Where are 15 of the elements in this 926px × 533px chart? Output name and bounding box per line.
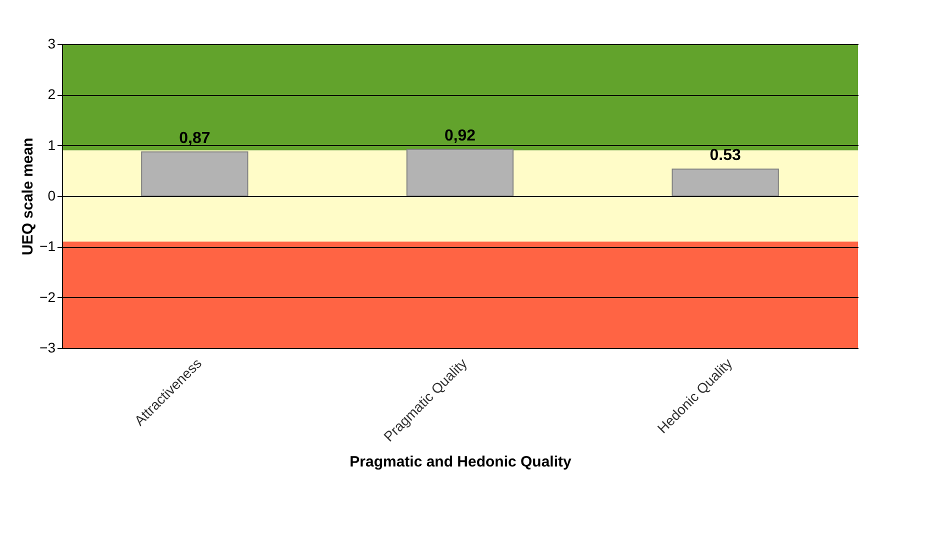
data-label: 0.53 (710, 147, 742, 164)
y-tick-label: −2 (40, 288, 56, 305)
bar (141, 151, 248, 196)
y-axis-title: UEQ scale mean (20, 138, 37, 256)
data-label: 0,92 (444, 127, 476, 144)
bar (672, 168, 779, 196)
y-tick-label: −3 (40, 340, 56, 356)
y-tick-label: 3 (48, 36, 56, 52)
bar (406, 148, 514, 196)
y-tick-label: 0 (48, 188, 56, 204)
y-tick-label: 1 (48, 136, 56, 153)
x-axis-title: Pragmatic and Hedonic Quality (350, 454, 572, 471)
y-tick-label: 2 (48, 86, 56, 102)
y-tick-label: −1 (40, 238, 56, 254)
data-label: 0,87 (179, 130, 210, 147)
